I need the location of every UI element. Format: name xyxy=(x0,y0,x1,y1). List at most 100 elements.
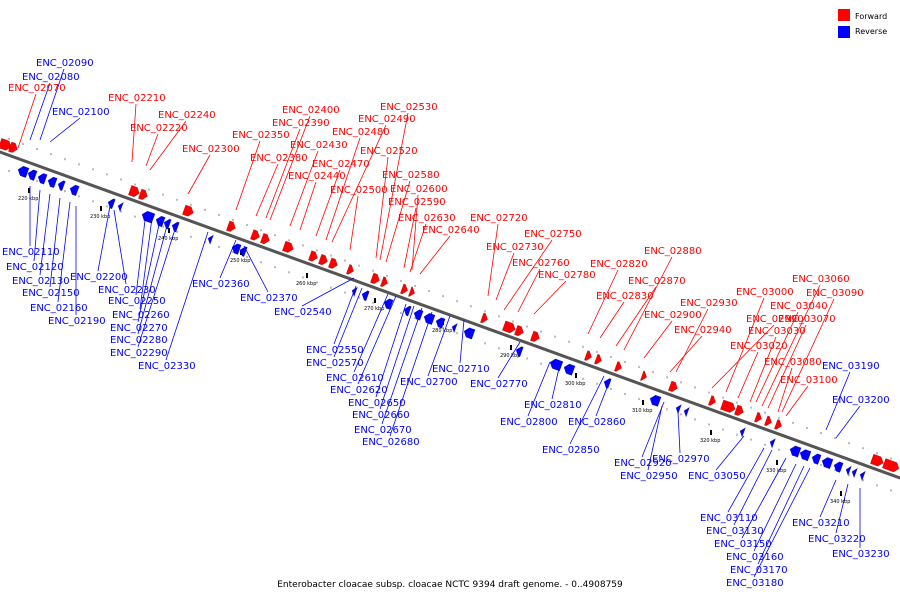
legend: Forward Reverse xyxy=(838,9,887,38)
forward-gene-arrow xyxy=(181,204,194,217)
strand-dot xyxy=(358,296,360,299)
gene-label: ENC_02820 xyxy=(590,259,648,270)
forward-gene-arrow xyxy=(307,250,318,262)
reverse-gene-arrow xyxy=(851,467,858,479)
strand-dot xyxy=(288,239,290,242)
forward-gene-arrow xyxy=(881,458,900,473)
leader-line xyxy=(331,124,387,243)
leader-line xyxy=(761,284,821,407)
strand-dot xyxy=(694,386,696,389)
strand-dot xyxy=(274,234,276,237)
gene-label: ENC_02760 xyxy=(512,258,570,269)
strand-dot xyxy=(246,224,248,227)
gene-label: ENC_03020 xyxy=(730,341,788,352)
reverse-gene-arrow xyxy=(27,169,38,181)
leader-line xyxy=(137,219,161,323)
gene-label: ENC_03040 xyxy=(770,301,828,312)
genome-backbone xyxy=(0,150,900,480)
gene-label: ENC_02660 xyxy=(352,410,410,421)
gene-label: ENC_02780 xyxy=(538,270,596,281)
forward-gene-arrow xyxy=(127,185,140,198)
gene-label: ENC_03200 xyxy=(832,395,890,406)
reverse-gene-arrow xyxy=(107,198,116,210)
strand-dot xyxy=(176,230,178,233)
gene-label: ENC_02800 xyxy=(500,417,558,428)
leader-line xyxy=(29,82,51,141)
gene-label: ENC_02390 xyxy=(272,118,330,129)
gene-label: ENC_02580 xyxy=(382,170,440,181)
leader-line xyxy=(587,269,619,335)
strand-dot xyxy=(344,259,346,262)
leader-line xyxy=(403,207,417,269)
tick-mark xyxy=(710,430,712,435)
leader-line xyxy=(527,361,551,417)
gene-label: ENC_03100 xyxy=(780,375,838,386)
gene-label: ENC_02600 xyxy=(390,184,448,195)
leader-line xyxy=(97,205,111,272)
gene-label: ENC_02490 xyxy=(358,114,416,125)
gene-label: ENC_02860 xyxy=(568,417,626,428)
leader-line xyxy=(57,201,71,303)
tick-mark xyxy=(840,491,842,496)
forward-gene-arrow xyxy=(407,286,416,297)
forward-gene-arrow xyxy=(513,324,524,337)
strand-dot xyxy=(834,469,836,472)
gene-label: ENC_02530 xyxy=(380,102,438,113)
tick-label: 260 kbp xyxy=(296,281,316,287)
leader-line xyxy=(497,341,521,379)
genome-caption: Enterobacter cloacae subsp. cloacae NCTC… xyxy=(277,580,623,590)
reverse-gene-arrow xyxy=(351,286,358,298)
gene-label: ENC_03030 xyxy=(748,326,806,337)
strand-dot xyxy=(848,474,850,477)
reverse-gene-arrow xyxy=(435,317,446,329)
leader-line xyxy=(301,277,355,307)
gene-label: ENC_02850 xyxy=(542,445,600,456)
strand-dot xyxy=(36,148,38,151)
strand-dot xyxy=(596,350,598,353)
gene-label: ENC_02430 xyxy=(290,140,348,151)
strand-dot xyxy=(120,178,122,181)
forward-gene-arrow xyxy=(639,370,648,381)
tick-mark xyxy=(642,400,644,405)
strand-dot xyxy=(36,180,38,183)
reverse-gene-arrow xyxy=(675,403,682,415)
strand-dot xyxy=(722,428,724,431)
strand-dot xyxy=(792,421,794,424)
strand-dot xyxy=(316,281,318,284)
reverse-gene-arrow xyxy=(47,176,58,189)
gene-label: ENC_02220 xyxy=(130,123,188,134)
leader-line xyxy=(767,324,807,409)
strand-dot xyxy=(8,137,10,140)
leader-line xyxy=(727,447,765,513)
forward-gene-arrow xyxy=(529,330,540,343)
gene-label: ENC_02680 xyxy=(362,437,420,448)
leader-line xyxy=(137,225,177,348)
gene-label: ENC_02700 xyxy=(400,377,458,388)
gene-label: ENC_02300 xyxy=(182,144,240,155)
position-ticks: 220 kbp 230 kbp 240 kbp 250 kbp 260 kbp 270 k… xyxy=(18,188,850,505)
gene-label: ENC_02090 xyxy=(36,58,94,69)
gene-label: ENC_03000 xyxy=(736,287,794,298)
gene-label: ENC_02620 xyxy=(330,385,388,396)
leader-line xyxy=(711,324,775,389)
reverse-gene-arrow xyxy=(739,427,746,438)
leader-line xyxy=(187,154,211,195)
gene-label: ENC_02570 xyxy=(306,358,364,369)
gene-label: ENC_02150 xyxy=(22,288,80,299)
strand-dot xyxy=(106,173,108,176)
tick-label: 230 kbp xyxy=(90,214,110,220)
gene-label: ENC_02070 xyxy=(8,83,66,94)
leader-line xyxy=(715,435,745,471)
forward-gene-arrow xyxy=(369,272,380,285)
strand-dot xyxy=(694,418,696,421)
strand-dot xyxy=(204,208,206,211)
strand-dot xyxy=(414,284,416,287)
strand-dot xyxy=(638,366,640,369)
gene-label: ENC_02210 xyxy=(108,93,166,104)
leader-line xyxy=(353,293,389,373)
leader-line xyxy=(643,320,673,359)
reverse-gene-arrow xyxy=(361,290,370,302)
strand-dot xyxy=(764,411,766,414)
leader-line xyxy=(375,303,407,398)
reverse-gene-arrow xyxy=(463,327,476,340)
